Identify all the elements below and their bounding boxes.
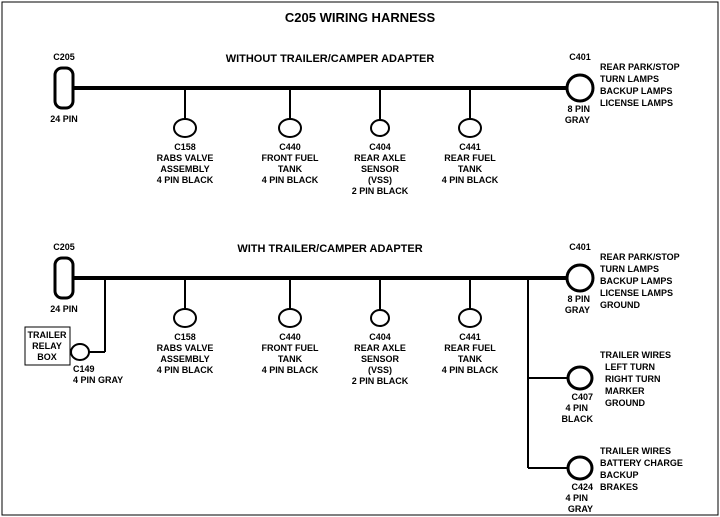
svg-text:C404: C404 (369, 142, 391, 152)
c401-l1-2: TURN LAMPS (600, 264, 659, 274)
svg-text:TRAILER: TRAILER (28, 330, 67, 340)
svg-text:FRONT FUEL: FRONT FUEL (262, 153, 319, 163)
svg-text:4 PIN: 4 PIN (565, 493, 588, 503)
svg-text:C158: C158 (174, 332, 196, 342)
wiring-diagram: C205 WIRING HARNESS WITHOUT TRAILER/CAMP… (0, 0, 720, 517)
svg-text:REAR AXLE: REAR AXLE (354, 343, 406, 353)
svg-text:TANK: TANK (458, 164, 483, 174)
branch-c407: C407 4 PIN BLACK TRAILER WIRES LEFT TURN… (528, 350, 671, 424)
svg-text:REAR AXLE: REAR AXLE (354, 153, 406, 163)
svg-text:SENSOR: SENSOR (361, 354, 400, 364)
svg-text:TRAILER WIRES: TRAILER WIRES (600, 350, 671, 360)
c401-pins-1: 8 PIN (567, 104, 590, 114)
svg-text:REAR FUEL: REAR FUEL (444, 343, 496, 353)
svg-text:4 PIN BLACK: 4 PIN BLACK (442, 365, 499, 375)
svg-text:2 PIN BLACK: 2 PIN BLACK (352, 376, 409, 386)
branch-c424: C424 4 PIN GRAY TRAILER WIRES BATTERY CH… (528, 446, 683, 514)
c401-id-1: C401 (569, 52, 591, 62)
svg-text:REAR FUEL: REAR FUEL (444, 153, 496, 163)
svg-text:2 PIN BLACK: 2 PIN BLACK (352, 186, 409, 196)
svg-text:(VSS): (VSS) (368, 365, 392, 375)
svg-text:(VSS): (VSS) (368, 175, 392, 185)
drop-c158-2: C158 RABS VALVE ASSEMBLY 4 PIN BLACK (157, 278, 214, 375)
connector-c401-2 (567, 265, 593, 291)
svg-text:C158: C158 (174, 142, 196, 152)
drop-c440-2: C440 FRONT FUEL TANK 4 PIN BLACK (262, 278, 319, 375)
svg-text:GROUND: GROUND (605, 398, 645, 408)
connector-c401-1 (567, 75, 593, 101)
section-with-adapter: WITH TRAILER/CAMPER ADAPTER C205 24 PIN … (25, 242, 683, 514)
c205-pins-1: 24 PIN (50, 114, 78, 124)
svg-text:ASSEMBLY: ASSEMBLY (160, 354, 209, 364)
connector-c205-2 (55, 258, 73, 298)
svg-text:TANK: TANK (278, 164, 303, 174)
svg-text:RELAY: RELAY (32, 341, 62, 351)
c401-color-1: GRAY (565, 115, 590, 125)
svg-text:TANK: TANK (458, 354, 483, 364)
svg-text:MARKER: MARKER (605, 386, 645, 396)
relay-box-branch: TRAILER RELAY BOX C149 4 PIN GRAY (25, 278, 123, 385)
drop-c441-2: C441 REAR FUEL TANK 4 PIN BLACK (442, 278, 499, 375)
svg-text:C407: C407 (571, 392, 593, 402)
section1-subtitle: WITHOUT TRAILER/CAMPER ADAPTER (226, 53, 435, 65)
c401-l2-2: BACKUP LAMPS (600, 276, 672, 286)
svg-text:C441: C441 (459, 332, 481, 342)
svg-text:BACKUP: BACKUP (600, 470, 639, 480)
svg-text:4 PIN: 4 PIN (565, 403, 588, 413)
svg-text:RIGHT TURN: RIGHT TURN (605, 374, 661, 384)
svg-text:4 PIN BLACK: 4 PIN BLACK (442, 175, 499, 185)
c401-l3-1: LICENSE LAMPS (600, 98, 673, 108)
svg-text:C441: C441 (459, 142, 481, 152)
connector-c205-1 (55, 68, 73, 108)
svg-text:C440: C440 (279, 142, 301, 152)
svg-text:4 PIN BLACK: 4 PIN BLACK (262, 175, 319, 185)
svg-text:BRAKES: BRAKES (600, 482, 638, 492)
svg-text:GRAY: GRAY (568, 504, 593, 514)
svg-text:BLACK: BLACK (562, 414, 594, 424)
section-without-adapter: WITHOUT TRAILER/CAMPER ADAPTER C205 24 P… (50, 52, 679, 196)
drop-c404-2: C404 REAR AXLE SENSOR (VSS) 2 PIN BLACK (352, 278, 409, 386)
c401-l4-2: GROUND (600, 300, 640, 310)
drop-c441-1: C441 REAR FUEL TANK 4 PIN BLACK (442, 88, 499, 185)
svg-text:4 PIN BLACK: 4 PIN BLACK (157, 175, 214, 185)
c401-l3-2: LICENSE LAMPS (600, 288, 673, 298)
c401-color-2: GRAY (565, 305, 590, 315)
svg-text:FRONT FUEL: FRONT FUEL (262, 343, 319, 353)
svg-text:BOX: BOX (37, 352, 57, 362)
diagram-title: C205 WIRING HARNESS (285, 10, 436, 25)
section2-subtitle: WITH TRAILER/CAMPER ADAPTER (237, 243, 422, 255)
svg-text:ASSEMBLY: ASSEMBLY (160, 164, 209, 174)
svg-text:C149: C149 (73, 364, 95, 374)
svg-text:LEFT TURN: LEFT TURN (605, 362, 655, 372)
c401-l2-1: BACKUP LAMPS (600, 86, 672, 96)
svg-text:C404: C404 (369, 332, 391, 342)
svg-text:4 PIN BLACK: 4 PIN BLACK (262, 365, 319, 375)
svg-text:4 PIN GRAY: 4 PIN GRAY (73, 375, 123, 385)
c205-id-2: C205 (53, 242, 75, 252)
svg-text:4 PIN BLACK: 4 PIN BLACK (157, 365, 214, 375)
drop-c158-1: C158 RABS VALVE ASSEMBLY 4 PIN BLACK (157, 88, 214, 185)
svg-text:C440: C440 (279, 332, 301, 342)
svg-text:TANK: TANK (278, 354, 303, 364)
svg-text:RABS VALVE: RABS VALVE (157, 153, 214, 163)
c205-pins-2: 24 PIN (50, 304, 78, 314)
svg-text:BATTERY CHARGE: BATTERY CHARGE (600, 458, 683, 468)
c205-id-1: C205 (53, 52, 75, 62)
c401-l0-1: REAR PARK/STOP (600, 62, 680, 72)
c401-l0-2: REAR PARK/STOP (600, 252, 680, 262)
c401-l1-1: TURN LAMPS (600, 74, 659, 84)
c401-id-2: C401 (569, 242, 591, 252)
drop-c440-1: C440 FRONT FUEL TANK 4 PIN BLACK (262, 88, 319, 185)
svg-text:RABS VALVE: RABS VALVE (157, 343, 214, 353)
svg-text:SENSOR: SENSOR (361, 164, 400, 174)
c401-pins-2: 8 PIN (567, 294, 590, 304)
svg-text:TRAILER WIRES: TRAILER WIRES (600, 446, 671, 456)
drop-c404-1: C404 REAR AXLE SENSOR (VSS) 2 PIN BLACK (352, 88, 409, 196)
svg-text:C424: C424 (571, 482, 593, 492)
